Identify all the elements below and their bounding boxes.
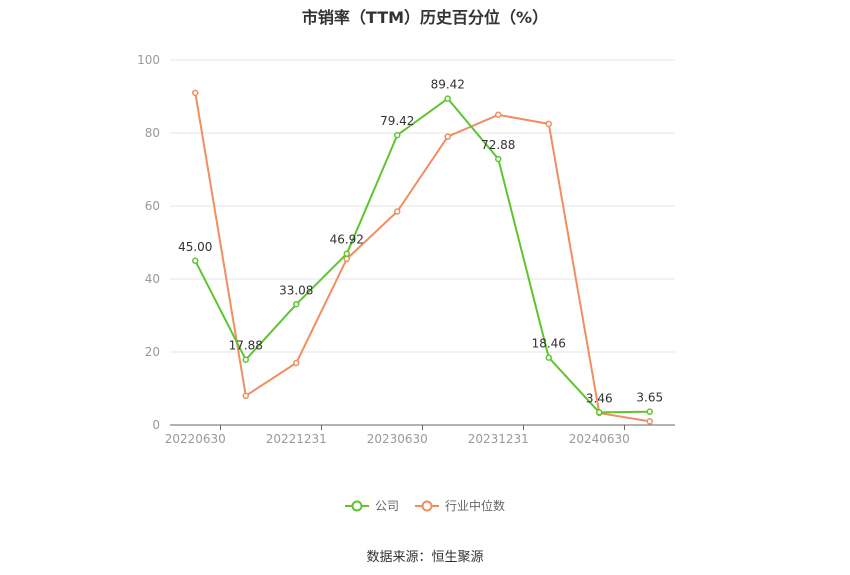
data-label-8: 3.46 bbox=[586, 391, 613, 405]
legend-industry-icon bbox=[415, 500, 439, 511]
y-tick-label-80: 80 bbox=[145, 126, 160, 140]
x-tick-label-20220630: 20220630 bbox=[165, 432, 226, 446]
point-s0-1 bbox=[242, 356, 249, 363]
legend-item-company[interactable]: 公司 bbox=[344, 497, 399, 514]
data-label-7: 18.46 bbox=[532, 337, 566, 351]
data-label-3: 46.92 bbox=[330, 233, 364, 247]
legend-industry-label: 行业中位数 bbox=[445, 499, 506, 513]
x-tick-label-20221231: 20221231 bbox=[266, 432, 327, 446]
x-tick-label-20231231: 20231231 bbox=[468, 432, 529, 446]
point-s1-1 bbox=[242, 392, 249, 400]
point-s0-0 bbox=[192, 257, 199, 264]
point-s1-2 bbox=[293, 359, 300, 367]
source-note: 数据来源：恒生聚源 bbox=[366, 550, 484, 565]
y-tick-label-40: 40 bbox=[145, 272, 160, 286]
grid-lines bbox=[170, 59, 675, 353]
point-s0-4 bbox=[394, 131, 401, 139]
y-tick-label-20: 20 bbox=[145, 345, 160, 359]
data-label-4: 79.42 bbox=[380, 114, 414, 128]
data-label-1: 17.88 bbox=[229, 339, 263, 353]
data-label-2: 33.08 bbox=[279, 283, 313, 297]
point-s0-6 bbox=[495, 155, 502, 163]
x-axis: 20220630 20221231 20230630 20231231 20240630 bbox=[165, 424, 675, 446]
legend: 公司 行业中位数 bbox=[0, 497, 850, 514]
y-tick-label-60: 60 bbox=[145, 199, 160, 213]
point-s1-0 bbox=[192, 89, 199, 97]
x-tick-label-20230630: 20230630 bbox=[367, 432, 428, 446]
point-s0-9 bbox=[646, 408, 653, 415]
data-label-0: 45.00 bbox=[178, 240, 212, 254]
point-s1-6 bbox=[495, 111, 502, 118]
point-s1-9 bbox=[646, 418, 653, 425]
y-tick-label-0: 0 bbox=[152, 418, 160, 432]
series-line-0 bbox=[194, 97, 650, 414]
point-s0-5 bbox=[444, 95, 451, 102]
data-label-5: 89.42 bbox=[431, 78, 465, 92]
data-labels: 45.00 17.88 33.08 46.92 79.42 89.42 72.88 18.46… bbox=[178, 78, 663, 406]
point-s1-3 bbox=[343, 255, 350, 263]
point-s0-7 bbox=[545, 354, 552, 361]
point-s0-3 bbox=[343, 250, 350, 257]
data-label-6: 72.88 bbox=[481, 138, 515, 152]
series-group bbox=[192, 89, 653, 425]
point-s1-4 bbox=[394, 208, 401, 215]
series-line-1 bbox=[194, 92, 650, 423]
y-axis: 0 20 40 60 80 100 bbox=[137, 53, 160, 432]
chart-title: 市销率（TTM）历史百分位（%） bbox=[301, 8, 549, 27]
point-s1-5 bbox=[444, 133, 451, 140]
legend-company-icon bbox=[344, 500, 369, 511]
point-s1-7 bbox=[545, 120, 552, 128]
y-tick-label-100: 100 bbox=[137, 53, 160, 67]
point-s0-2 bbox=[293, 301, 300, 308]
data-label-9: 3.65 bbox=[636, 391, 663, 405]
legend-item-industry[interactable]: 行业中位数 bbox=[415, 497, 505, 514]
legend-company-label: 公司 bbox=[374, 499, 399, 513]
x-tick-label-20240630: 20240630 bbox=[569, 432, 630, 446]
point-s0-8 bbox=[596, 409, 603, 416]
